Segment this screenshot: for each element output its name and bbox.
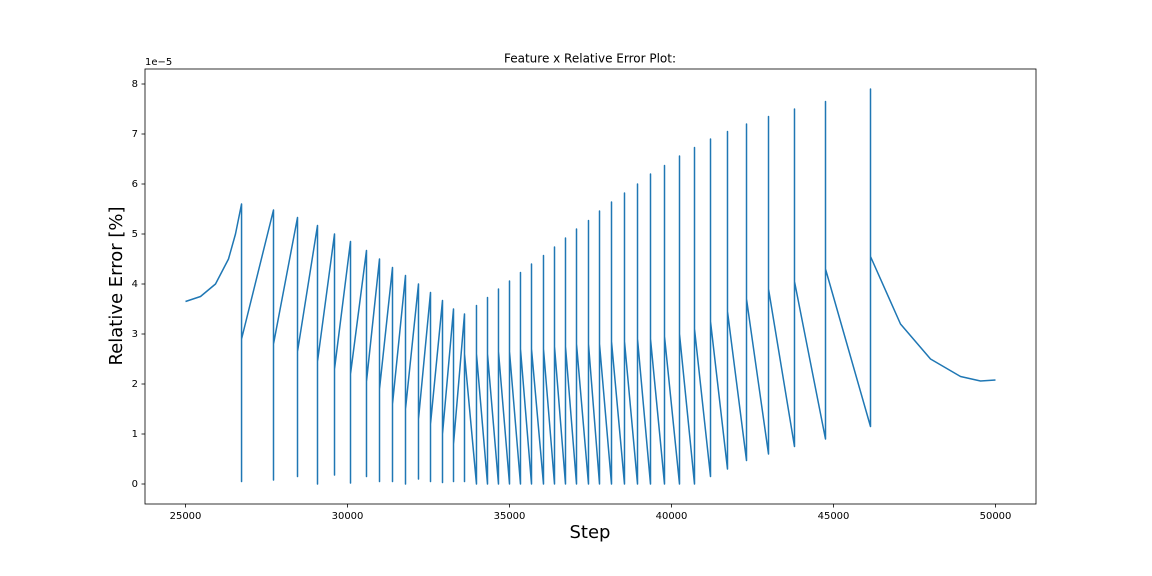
y-tick-label: 1 — [132, 429, 138, 440]
x-tick-label: 40000 — [656, 511, 688, 522]
y-tick-label: 7 — [132, 129, 138, 140]
x-tick-label: 25000 — [170, 511, 202, 522]
y-tick-label: 4 — [132, 279, 138, 290]
y-axis-label: Relative Error [%] — [106, 206, 127, 365]
x-tick-label: 30000 — [332, 511, 364, 522]
chart-title: Feature x Relative Error Plot: — [504, 52, 676, 66]
x-tick-label: 35000 — [494, 511, 526, 522]
y-tick-label: 3 — [132, 329, 138, 340]
y-tick-label: 5 — [132, 229, 138, 240]
data-line — [185, 88, 996, 485]
y-tick-label: 2 — [132, 379, 138, 390]
y-tick-label: 6 — [132, 179, 138, 190]
x-tick-label: 50000 — [980, 511, 1012, 522]
y-tick-label: 8 — [132, 79, 138, 90]
y-offset-label: 1e−5 — [145, 57, 172, 68]
y-tick-label: 0 — [132, 479, 138, 490]
plot-frame — [144, 68, 1037, 505]
x-axis-label: Step — [570, 522, 611, 543]
x-tick-label: 45000 — [818, 511, 850, 522]
